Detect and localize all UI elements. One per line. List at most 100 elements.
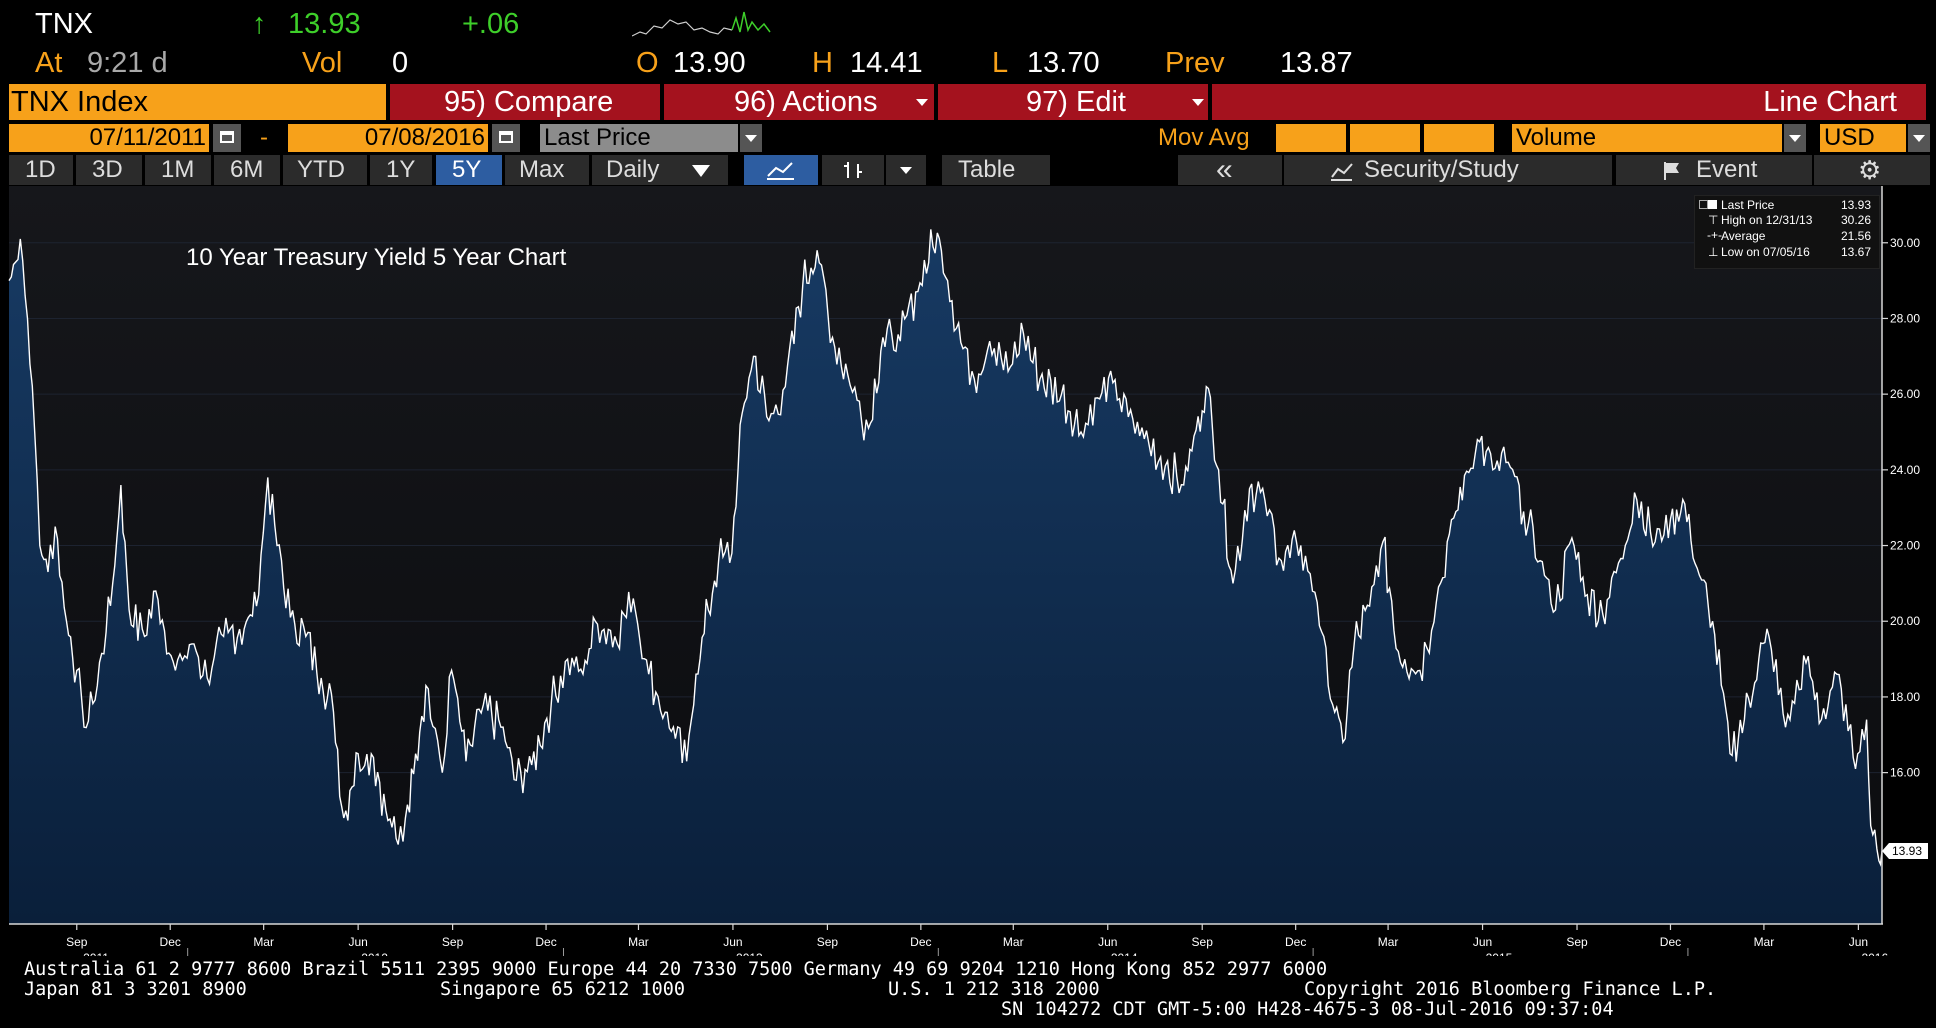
x-year-label: 2014 (1111, 951, 1138, 956)
high-label: H (812, 47, 833, 79)
x-year-label: 2012 (361, 951, 388, 956)
sparkline-line (632, 19, 733, 37)
mov-avg-field-1[interactable] (1276, 124, 1346, 152)
event-button[interactable]: Event (1616, 155, 1812, 185)
footer-line-1: Australia 61 2 9777 8600 Brazil 5511 239… (24, 959, 1328, 980)
bar-chart-button[interactable] (822, 155, 884, 185)
caret-down-icon (745, 135, 757, 142)
volume-select-label: Volume (1516, 124, 1597, 151)
chart-type-bar[interactable]: Line Chart (1212, 84, 1926, 120)
low-label: L (992, 47, 1009, 79)
x-tick-label: Dec (1660, 935, 1681, 949)
quote-time: 9:21 d (87, 47, 168, 79)
period-6m[interactable]: 6M (214, 155, 280, 185)
x-tick-label: Sep (1566, 935, 1588, 949)
x-tick-label: Jun (1849, 935, 1868, 949)
caret-down-icon (1192, 99, 1204, 106)
x-year-label: 2015 (1486, 951, 1513, 956)
double-chevron-left-icon: « (1216, 153, 1233, 186)
period-label: YTD (297, 156, 345, 183)
x-tick-label: Jun (723, 935, 742, 949)
calendar-icon[interactable] (213, 124, 241, 152)
prev-label: Prev (1165, 47, 1225, 79)
calendar-icon[interactable] (492, 124, 520, 152)
start-date-field[interactable]: 07/11/2011 (9, 124, 209, 152)
flag-cloth (1666, 163, 1679, 173)
period-3d[interactable]: 3D (76, 155, 142, 185)
edit-label: 97) Edit (1026, 86, 1126, 118)
footer-singapore: Singapore 65 6212 1000 (440, 979, 686, 1000)
x-tick-label: Sep (66, 935, 88, 949)
settings-button[interactable]: ⚙ (1814, 155, 1930, 185)
chart-area[interactable]: 30.00 28.00 26.00 24.00 22.00 20.00 18.00 16.00… (0, 186, 1936, 956)
legend-swatch (1708, 200, 1717, 209)
y-tick-label: 16.00 (1890, 766, 1920, 780)
table-button[interactable]: Table (942, 155, 1050, 185)
x-tick-label: Dec (1285, 935, 1306, 949)
line-chart-button[interactable] (744, 155, 818, 185)
volume-select[interactable]: Volume (1512, 124, 1782, 152)
chart-style-dropdown[interactable] (886, 155, 926, 185)
currency-select[interactable]: USD (1820, 124, 1906, 152)
frequency-select[interactable]: Daily (592, 155, 728, 185)
legend-low-marker-icon: ⊥ (1708, 245, 1719, 259)
legend-value: 30.26 (1840, 213, 1871, 227)
range-dash: - (260, 124, 268, 151)
last-price: 13.93 (288, 8, 361, 40)
period-ytd[interactable]: YTD (283, 155, 367, 185)
security-field[interactable]: TNX Index (9, 84, 386, 120)
field-dropdown-button[interactable] (740, 124, 762, 152)
actions-menu[interactable]: 96) Actions (664, 84, 934, 120)
x-tick-label: Jun (1098, 935, 1117, 949)
back-button[interactable]: « (1178, 155, 1282, 185)
compare-menu[interactable]: 95) Compare (390, 84, 660, 120)
y-tick-label: 28.00 (1890, 311, 1920, 325)
footer-session: SN 104272 CDT GMT-5:00 H428-4675-3 08-Ju… (1001, 999, 1614, 1020)
y-tick-label: 24.00 (1890, 463, 1920, 477)
mov-avg-field-2[interactable] (1350, 124, 1420, 152)
period-label: 1M (161, 156, 195, 183)
end-date-field[interactable]: 07/08/2016 (288, 124, 488, 152)
study-chart-icon (1331, 163, 1353, 181)
x-year-label: 2016 (1861, 951, 1888, 956)
compare-label: 95) Compare (444, 86, 614, 118)
period-max[interactable]: Max (505, 155, 589, 185)
line-chart-icon (767, 162, 794, 180)
x-tick-label: Dec (910, 935, 931, 949)
net-change: +.06 (462, 8, 520, 40)
period-1d[interactable]: 1D (9, 155, 73, 185)
volume-dropdown-button[interactable] (1784, 124, 1806, 152)
x-tick-label: Dec (535, 935, 556, 949)
chart-legend[interactable]: Last Price 13.93 ⊤ High on 12/31/13 30.2… (1694, 195, 1880, 269)
period-5y[interactable]: 5Y (436, 155, 502, 185)
period-1m[interactable]: 1M (145, 155, 211, 185)
x-tick-label: Sep (442, 935, 464, 949)
last-value-tag: 13.93 (1882, 842, 1928, 859)
period-label: 5Y (452, 156, 482, 183)
open-value: 13.90 (673, 47, 746, 79)
x-tick-label: Mar (1754, 935, 1775, 949)
caret-down-icon (916, 99, 928, 106)
event-label: Event (1696, 156, 1758, 183)
sparkline (632, 11, 771, 37)
y-tick-label: 26.00 (1890, 387, 1920, 401)
legend-collapse-icon[interactable] (1699, 200, 1708, 209)
mov-avg-field-3[interactable] (1424, 124, 1494, 152)
ticker: TNX (35, 8, 93, 40)
field-select[interactable]: Last Price (540, 124, 738, 152)
legend-value: 13.93 (1840, 198, 1871, 212)
gear-icon: ⚙ (1858, 155, 1882, 185)
security-study-button[interactable]: Security/Study (1284, 155, 1612, 185)
footer-us: U.S. 1 212 318 2000 (888, 979, 1100, 1000)
currency-dropdown-button[interactable] (1908, 124, 1930, 152)
range-dash-box: - (244, 124, 284, 152)
mov-avg-label: Mov Avg (1158, 124, 1250, 151)
legend-label: Low on 07/05/16 (1721, 245, 1810, 259)
start-date: 07/11/2011 (89, 124, 206, 151)
period-1y[interactable]: 1Y (370, 155, 432, 185)
high-value: 14.41 (850, 47, 923, 79)
series-area (9, 229, 1882, 924)
y-axis: 30.00 28.00 26.00 24.00 22.00 20.00 18.00 16.00 (1882, 236, 1920, 780)
edit-menu[interactable]: 97) Edit (938, 84, 1208, 120)
volume-value: 0 (392, 47, 409, 79)
